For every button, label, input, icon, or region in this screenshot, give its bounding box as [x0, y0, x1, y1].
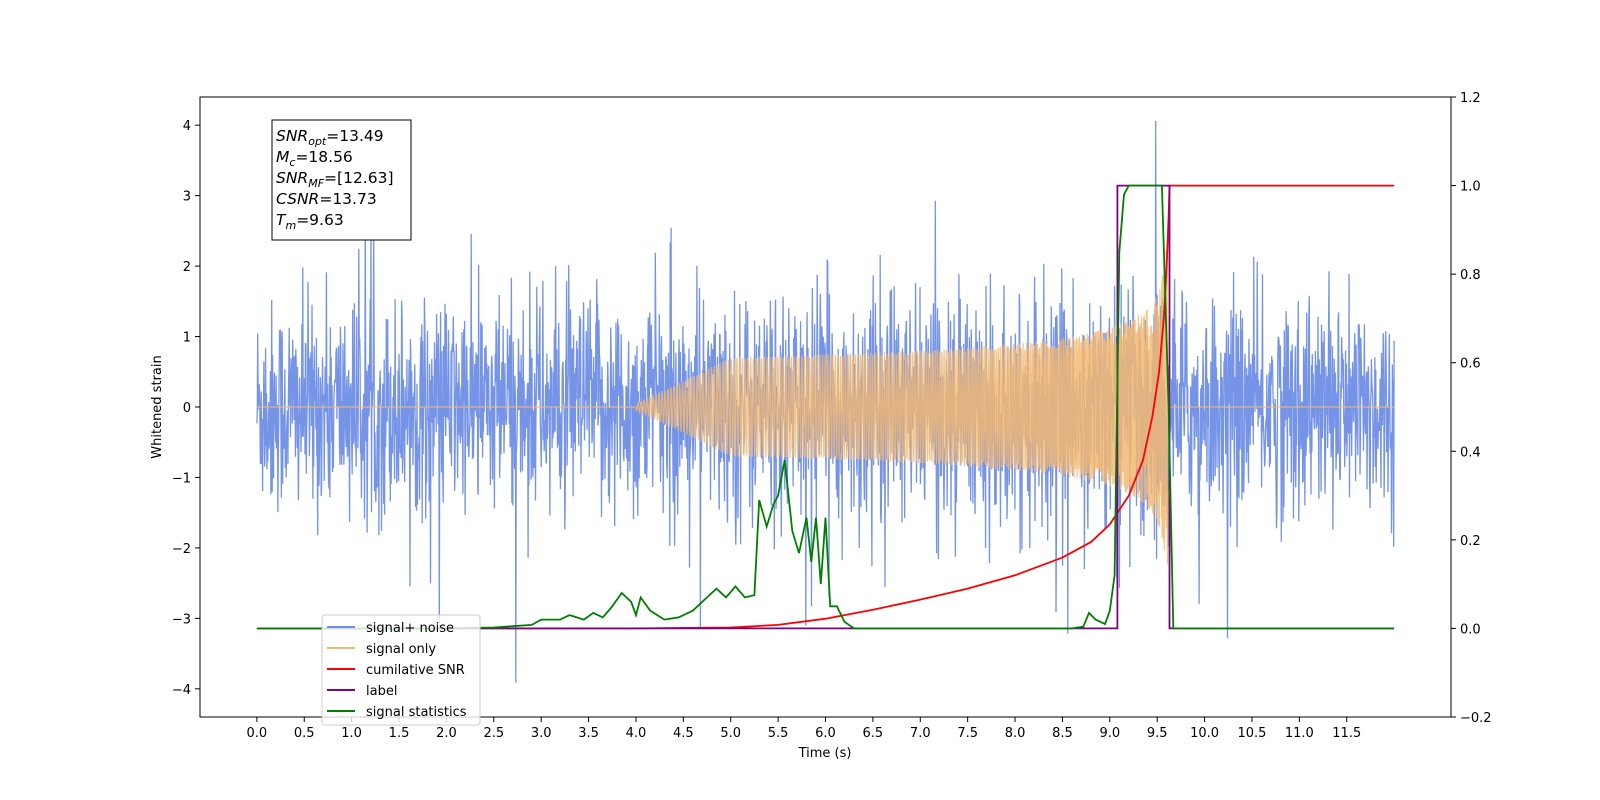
x-tick-label: 5.0 [720, 726, 741, 741]
x-tick-label: 4.5 [673, 726, 694, 741]
stats-box: SNRopt=13.49Mc=18.56SNRMF=[12.63]CSNR=13… [271, 119, 412, 241]
legend: signal+ noise signal only cumilative SNR la… [321, 614, 481, 726]
right-tick-label: 0.2 [1460, 534, 1481, 549]
left-tick-label: −4 [172, 683, 191, 698]
right-tick-label: 0.0 [1460, 622, 1481, 637]
legend-entry: label [366, 684, 397, 699]
left-tick-label: 4 [183, 119, 191, 134]
left-tick-label: −3 [172, 612, 191, 627]
x-tick-label: 7.5 [957, 726, 978, 741]
right-tick-label: 0.4 [1460, 445, 1481, 460]
y-axis-label: Whitened strain [150, 355, 165, 458]
legend-entry: signal+ noise [366, 621, 454, 636]
x-tick-label: 8.0 [1005, 726, 1026, 741]
left-tick-label: −1 [172, 471, 191, 486]
x-tick-label: 10.5 [1238, 726, 1267, 741]
x-tick-label: 5.5 [768, 726, 789, 741]
right-tick-label: −0.2 [1460, 711, 1492, 726]
right-tick-label: 1.2 [1460, 91, 1481, 106]
x-tick-label: 2.0 [436, 726, 457, 741]
x-tick-label: 8.5 [1052, 726, 1073, 741]
series-signal-statistics [256, 184, 1395, 630]
right-tick-label: 1.0 [1460, 180, 1481, 195]
x-tick-label: 3.0 [531, 726, 552, 741]
stats-line: Mc=18.56 [276, 148, 353, 169]
legend-entry: signal statistics [366, 705, 467, 720]
x-tick-label: 9.0 [1099, 726, 1120, 741]
x-tick-label: 3.5 [578, 726, 599, 741]
x-tick-label: 0.0 [247, 726, 268, 741]
left-tick-label: −2 [172, 542, 191, 557]
right-y-axis: 1.2 1.0 0.8 0.6 0.4 0.2 0.0 −0.2 [1451, 91, 1492, 726]
series-signal-only [256, 242, 1395, 564]
x-tick-label: 6.5 [863, 726, 884, 741]
x-tick-label: 0.5 [294, 726, 315, 741]
right-tick-label: 0.6 [1460, 357, 1481, 372]
x-axis-label: Time (s) [798, 746, 852, 761]
x-tick-label: 1.5 [389, 726, 410, 741]
x-axis: 0.0 0.5 1.0 1.5 2.0 2.5 3.0 3.5 4.0 4.5 5.0 5.5 6.0 6… [247, 717, 1361, 741]
legend-entry: signal only [366, 642, 436, 657]
x-tick-label: 2.5 [483, 726, 504, 741]
x-tick-label: 9.5 [1147, 726, 1168, 741]
left-tick-label: 1 [183, 331, 191, 346]
stats-line: Tm=9.63 [276, 211, 344, 232]
left-tick-label: 0 [183, 401, 191, 416]
x-tick-label: 6.0 [815, 726, 836, 741]
legend-entry: cumilative SNR [366, 663, 465, 678]
x-tick-label: 4.0 [626, 726, 647, 741]
series-layer [256, 120, 1395, 683]
x-tick-label: 1.0 [341, 726, 362, 741]
right-tick-label: 0.8 [1460, 268, 1481, 283]
x-tick-label: 11.5 [1332, 726, 1361, 741]
x-tick-label: 10.0 [1190, 726, 1219, 741]
x-tick-label: 11.0 [1285, 726, 1314, 741]
x-tick-label: 7.0 [910, 726, 931, 741]
stats-line: SNRopt=13.49 [276, 127, 384, 148]
stats-line: CSNR=13.73 [276, 190, 377, 208]
left-y-axis: 4 3 2 1 0 −1 −2 −3 −4 [172, 119, 200, 698]
left-tick-label: 3 [183, 190, 191, 205]
stats-line: SNRMF=[12.63] [276, 169, 394, 190]
left-tick-label: 2 [183, 260, 191, 275]
